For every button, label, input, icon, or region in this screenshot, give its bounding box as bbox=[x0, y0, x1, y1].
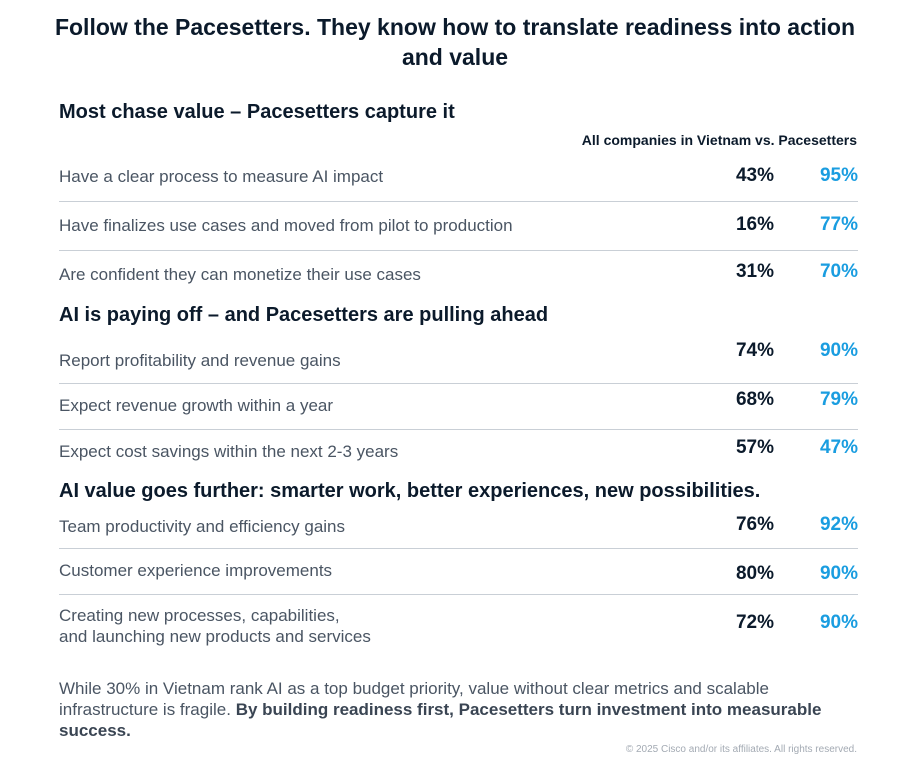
summary-emphasis: By building readiness first, Pacesetters… bbox=[59, 700, 822, 740]
row-label: Report profitability and revenue gains bbox=[59, 351, 341, 370]
row-label: Team productivity and efficiency gains bbox=[59, 517, 346, 536]
table-row: Have a clear process to measure AI impac… bbox=[59, 153, 858, 202]
value-pacesetters: 70% bbox=[819, 261, 858, 282]
value-pacesetters: 79% bbox=[819, 389, 858, 410]
value-all-companies: 68% bbox=[735, 389, 774, 410]
value-pacesetters: 47% bbox=[819, 437, 858, 458]
value-all-companies: 76% bbox=[735, 514, 774, 535]
page-title: Follow the Pacesetters. They know how to… bbox=[54, 14, 856, 70]
row-label: Have finalizes use cases and moved from … bbox=[59, 216, 513, 235]
table-row: Are confident they can monetize their us… bbox=[59, 251, 858, 299]
row-label: Creating new processes, capabilities, an… bbox=[59, 606, 371, 646]
value-all-companies: 57% bbox=[735, 437, 774, 458]
column-caption: All companies in Vietnam vs. Pacesetters bbox=[581, 132, 857, 148]
table-row: Have finalizes use cases and moved from … bbox=[59, 202, 858, 251]
value-all-companies: 16% bbox=[735, 214, 774, 235]
value-all-companies: 80% bbox=[735, 563, 774, 584]
table-row: Team productivity and efficiency gains 7… bbox=[59, 500, 858, 549]
summary-text: While 30% in Vietnam rank AI as a top bu… bbox=[59, 679, 769, 719]
value-all-companies: 74% bbox=[735, 340, 774, 361]
row-label: Have a clear process to measure AI impac… bbox=[59, 167, 384, 186]
value-all-companies: 43% bbox=[735, 165, 774, 186]
table-row: Expect cost savings within the next 2-3 … bbox=[59, 427, 858, 475]
table-row: Report profitability and revenue gains 7… bbox=[59, 335, 858, 384]
value-pacesetters: 95% bbox=[819, 165, 858, 186]
copyright-notice: © 2025 Cisco and/or its affiliates. All … bbox=[625, 744, 857, 755]
value-all-companies: 31% bbox=[735, 261, 774, 282]
value-pacesetters: 90% bbox=[819, 340, 858, 361]
value-pacesetters: 90% bbox=[819, 563, 858, 584]
table-row: Expect revenue growth within a year 68% … bbox=[59, 381, 858, 430]
row-label: Customer experience improvements bbox=[59, 561, 333, 580]
value-pacesetters: 90% bbox=[819, 612, 858, 633]
summary-paragraph: While 30% in Vietnam rank AI as a top bu… bbox=[59, 678, 859, 741]
value-pacesetters: 77% bbox=[819, 214, 858, 235]
table-row: Creating new processes, capabilities, an… bbox=[59, 595, 858, 653]
section-heading-value-further: AI value goes further: smarter work, bet… bbox=[59, 480, 761, 502]
row-label: Are confident they can monetize their us… bbox=[59, 265, 421, 284]
row-label: Expect revenue growth within a year bbox=[59, 396, 334, 415]
row-label: Expect cost savings within the next 2-3 … bbox=[59, 442, 399, 461]
table-row: Customer experience improvements 80% 90% bbox=[59, 546, 858, 595]
section-heading-paying-off: AI is paying off – and Pacesetters are p… bbox=[59, 304, 549, 326]
value-pacesetters: 92% bbox=[819, 514, 858, 535]
section-heading-capture-value: Most chase value – Pacesetters capture i… bbox=[59, 101, 455, 123]
value-all-companies: 72% bbox=[735, 612, 774, 633]
